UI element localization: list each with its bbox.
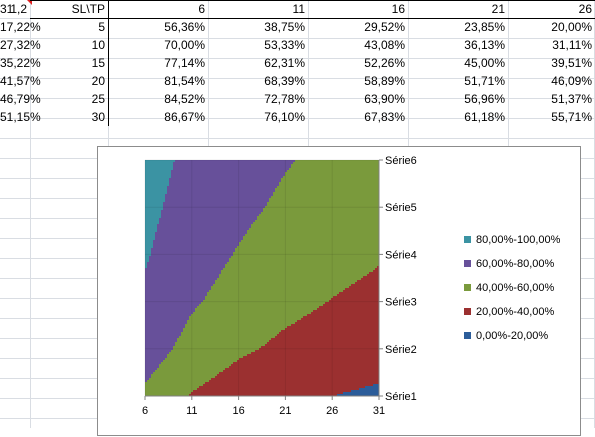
table-cell[interactable]: 29,52%: [308, 18, 408, 36]
legend-label: 40,00%-60,00%: [476, 282, 554, 294]
table-cell[interactable]: 27,32%: [0, 36, 44, 54]
table-cell[interactable]: 23,85%: [408, 18, 508, 36]
table-cell[interactable]: 20,00%: [508, 18, 595, 36]
x-tick-label: 26: [326, 405, 338, 417]
table-cell[interactable]: 17,22%: [0, 18, 44, 36]
table-cell[interactable]: 86,67%: [108, 108, 208, 126]
column-header-4[interactable]: 21: [408, 0, 508, 18]
table-cell[interactable]: 77,14%: [108, 54, 208, 72]
table-cell[interactable]: 62,31%: [208, 54, 308, 72]
x-tick-label: 31: [373, 405, 385, 417]
x-tick-label: 6: [142, 405, 148, 417]
legend-label: 20,00%-40,00%: [476, 306, 554, 318]
table-cell[interactable]: 31,11%: [508, 36, 595, 54]
table-cell[interactable]: 51,71%: [408, 72, 508, 90]
series-tick-label: Série4: [385, 249, 417, 261]
table-cell[interactable]: 38,75%: [208, 18, 308, 36]
x-tick-label: 11: [186, 405, 197, 417]
column-header-2[interactable]: 11: [208, 0, 308, 18]
column-header-6[interactable]: 31: [0, 0, 16, 18]
column-header-3[interactable]: 16: [308, 0, 408, 18]
legend-label: 60,00%-80,00%: [476, 258, 554, 270]
table-cell[interactable]: 35,22%: [0, 54, 44, 72]
table-cell[interactable]: 72,78%: [208, 90, 308, 108]
legend-item: 80,00%-100,00%: [464, 233, 560, 247]
table-cell[interactable]: 46,09%: [508, 72, 595, 90]
table-cell[interactable]: 55,71%: [508, 108, 595, 126]
series-tick-label: Série2: [385, 344, 417, 356]
table-cell[interactable]: 51,37%: [508, 90, 595, 108]
table-cell[interactable]: 58,89%: [308, 72, 408, 90]
table-cell[interactable]: 36,13%: [408, 36, 508, 54]
header-rule: [30, 18, 595, 19]
table-cell[interactable]: 61,18%: [408, 108, 508, 126]
series-tick-label: Série1: [385, 391, 417, 403]
x-tick-label: 16: [232, 405, 244, 417]
legend-item: 60,00%-80,00%: [464, 257, 554, 271]
series-tick-label: Série5: [385, 202, 417, 214]
table-cell[interactable]: 67,83%: [308, 108, 408, 126]
corner-header[interactable]: SL\TP: [30, 0, 108, 18]
column-header-5[interactable]: 26: [508, 0, 595, 18]
table-cell[interactable]: 63,90%: [308, 90, 408, 108]
legend-swatch: [464, 260, 471, 267]
table-cell[interactable]: 76,10%: [208, 108, 308, 126]
row-label-rule: [108, 0, 109, 126]
series-tick-label: Série3: [385, 297, 417, 309]
legend-label: 0,00%-20,00%: [476, 330, 548, 342]
top-rule: [30, 0, 595, 1]
table-cell[interactable]: 56,96%: [408, 90, 508, 108]
x-tick-label: 21: [279, 405, 291, 417]
table-cell[interactable]: 56,36%: [108, 18, 208, 36]
table-cell[interactable]: 41,57%: [0, 72, 44, 90]
table-cell[interactable]: 81,54%: [108, 72, 208, 90]
table-cell[interactable]: 39,51%: [508, 54, 595, 72]
table-cell[interactable]: 53,33%: [208, 36, 308, 54]
table-cell[interactable]: 84,52%: [108, 90, 208, 108]
legend-item: 20,00%-40,00%: [464, 305, 554, 319]
legend-item: 0,00%-20,00%: [464, 329, 548, 343]
legend-swatch: [464, 308, 471, 315]
legend-label: 80,00%-100,00%: [476, 234, 560, 246]
table-cell[interactable]: 43,08%: [308, 36, 408, 54]
legend-item: 40,00%-60,00%: [464, 281, 554, 295]
table-cell[interactable]: 51,15%: [0, 108, 44, 126]
legend-swatch: [464, 332, 471, 339]
table-cell[interactable]: 70,00%: [108, 36, 208, 54]
table-cell[interactable]: 46,79%: [0, 90, 44, 108]
series-tick-label: Série6: [385, 155, 417, 167]
legend-swatch: [464, 284, 471, 291]
legend-swatch: [464, 236, 471, 243]
table-cell[interactable]: 68,39%: [208, 72, 308, 90]
column-header-1[interactable]: 6: [108, 0, 208, 18]
table-cell[interactable]: 45,00%: [408, 54, 508, 72]
table-cell[interactable]: 52,26%: [308, 54, 408, 72]
